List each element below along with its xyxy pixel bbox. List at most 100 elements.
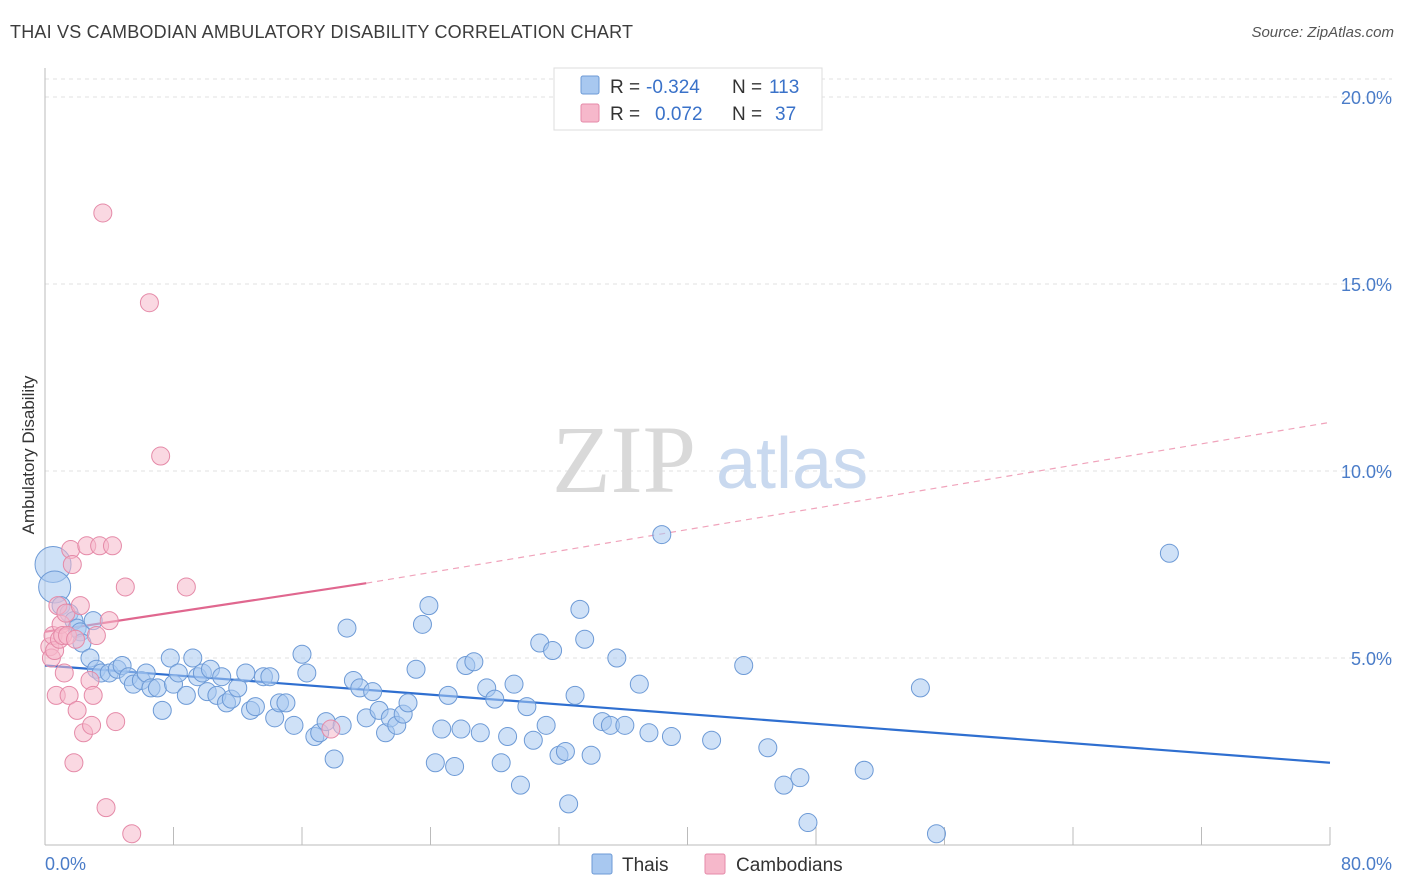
point-cambodians-15	[64, 753, 84, 773]
x-tick-label-1: 80.0%	[1341, 854, 1392, 874]
point-thais-64	[412, 614, 432, 634]
point-cambodians-26	[93, 203, 113, 223]
y-tick-label-0: 5.0%	[1351, 649, 1392, 669]
legend-bottom-swatch-thais	[591, 853, 613, 875]
point-cambodians-29	[102, 536, 122, 556]
point-cambodians-31	[115, 577, 135, 597]
point-cambodians-34	[151, 446, 171, 466]
point-thais-45	[292, 644, 312, 664]
point-thais-25	[176, 685, 196, 705]
legend-n-label-1: N =	[732, 77, 762, 98]
point-thais-107	[910, 678, 930, 698]
point-thais-21	[152, 700, 172, 720]
point-cambodians-22	[82, 715, 102, 735]
legend-bottom-label-cambodians: Cambodians	[736, 855, 843, 876]
point-thais-38	[245, 697, 265, 717]
legend-n-value-1: 113	[769, 77, 799, 98]
point-thais-109	[1159, 543, 1179, 563]
point-thais-108	[926, 824, 946, 844]
point-thais-89	[570, 599, 590, 619]
point-thais-79	[510, 775, 530, 795]
legend-swatch-cambodians	[580, 103, 600, 123]
x-tick-labels: 0.0% 80.0%	[45, 854, 1392, 874]
point-thais-36	[236, 663, 256, 683]
point-thais-78	[504, 674, 524, 694]
point-thais-99	[661, 727, 681, 747]
point-cambodians-18	[70, 596, 90, 616]
point-cambodians-14	[62, 555, 82, 574]
legend-r-value-2: 0.072	[655, 104, 703, 125]
point-thais-95	[615, 715, 635, 735]
point-thais-77	[498, 727, 518, 747]
point-thais-32	[212, 667, 232, 687]
series-cambodians	[40, 203, 341, 844]
point-thais-91	[581, 745, 601, 765]
point-thais-26	[183, 648, 203, 668]
point-thais-24	[168, 663, 188, 683]
legend-n-label-2: N =	[732, 104, 762, 125]
point-cambodians-24	[86, 626, 106, 646]
point-thais-65	[419, 596, 439, 616]
source-label: Source: ZipAtlas.com	[1251, 24, 1394, 41]
chart-title: THAI VS CAMBODIAN AMBULATORY DISABILITY …	[10, 22, 634, 42]
watermark: ZIP atlas	[552, 406, 868, 513]
point-thais-106	[854, 760, 874, 780]
legend-n-value-2: 37	[775, 104, 796, 125]
watermark-atlas: atlas	[716, 424, 868, 504]
legend-swatch-thais	[580, 75, 600, 95]
point-thais-83	[536, 715, 556, 735]
x-tick-label-0: 0.0%	[45, 854, 86, 874]
legend-r-label-1: R =	[610, 77, 640, 98]
point-thais-44	[284, 715, 304, 735]
point-thais-76	[491, 753, 511, 773]
watermark-zip: ZIP	[552, 406, 696, 513]
point-cambodians-36	[321, 719, 341, 739]
point-thais-97	[639, 723, 659, 743]
axes	[44, 68, 1331, 846]
point-cambodians-32	[122, 824, 142, 844]
point-thais-20	[147, 678, 167, 698]
legend-bottom-swatch-cambodians	[704, 853, 726, 875]
point-thais-43	[276, 693, 296, 713]
gridlines	[45, 78, 1392, 659]
point-cambodians-9	[54, 663, 74, 683]
point-thais-100	[702, 730, 722, 750]
point-thais-94	[607, 648, 627, 668]
point-cambodians-28	[99, 611, 119, 631]
data-points	[34, 203, 1179, 844]
y-axis-title: Ambulatory Disability	[19, 375, 38, 534]
point-cambodians-23	[83, 685, 103, 705]
point-thais-87	[559, 794, 579, 814]
series-thais	[34, 525, 1179, 844]
point-thais-69	[445, 756, 465, 776]
point-thais-80	[517, 697, 537, 717]
point-thais-67	[432, 719, 452, 739]
point-thais-50	[324, 749, 344, 769]
point-thais-35	[228, 678, 248, 698]
legend-series: Thais Cambodians	[591, 853, 843, 876]
point-thais-63	[406, 659, 426, 679]
legend-stats: R = -0.324 N = 113 R = 0.072 N = 37	[553, 67, 823, 131]
point-thais-86	[555, 742, 575, 761]
point-thais-103	[774, 775, 794, 795]
point-thais-88	[565, 685, 585, 705]
point-cambodians-12	[59, 685, 79, 705]
point-thais-104	[790, 768, 810, 788]
point-cambodians-35	[176, 577, 196, 597]
point-thais-101	[734, 655, 754, 675]
point-thais-66	[425, 753, 445, 773]
legend-r-value-1: -0.324	[646, 77, 700, 98]
point-thais-72	[464, 652, 484, 672]
point-cambodians-30	[106, 712, 126, 732]
y-tick-label-2: 15.0%	[1341, 275, 1392, 295]
point-thais-73	[470, 723, 490, 743]
legend-r-label-2: R =	[610, 104, 640, 125]
point-thais-56	[363, 682, 383, 702]
point-thais-46	[297, 663, 317, 683]
y-tick-label-3: 20.0%	[1341, 88, 1392, 108]
point-thais-75	[485, 689, 505, 709]
point-cambodians-16	[66, 629, 86, 649]
point-thais-22	[160, 648, 180, 668]
point-thais-105	[798, 813, 818, 833]
